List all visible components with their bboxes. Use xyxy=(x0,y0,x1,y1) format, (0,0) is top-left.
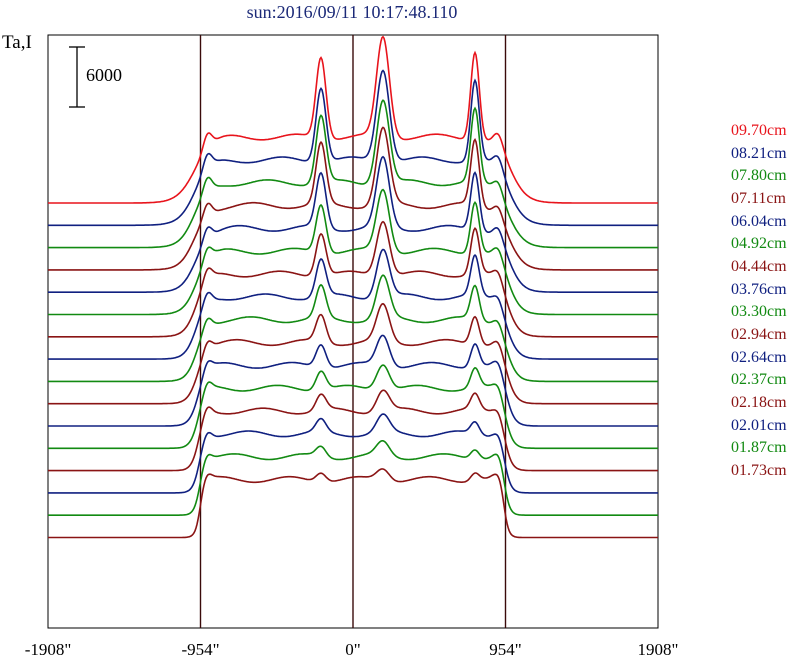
legend-item-14: 01.87cm xyxy=(731,439,787,457)
scale-bar-label: 6000 xyxy=(86,65,122,85)
series-line-04.92cm xyxy=(48,188,658,316)
legend-item-6: 04.44cm xyxy=(731,258,787,276)
x-tick-label-3: 954" xyxy=(489,640,521,659)
series-line-02.18cm xyxy=(48,389,658,472)
series-line-02.37cm xyxy=(48,364,658,450)
vertical-markers xyxy=(199,35,507,628)
series-line-09.70cm xyxy=(48,35,658,204)
legend-item-0: 09.70cm xyxy=(731,122,787,139)
legend-item-10: 02.64cm xyxy=(731,348,787,366)
scale-bar xyxy=(69,46,85,108)
y-axis-label: Ta,I xyxy=(2,32,32,53)
series-line-03.76cm xyxy=(48,248,658,360)
series-line-02.01cm xyxy=(48,413,658,494)
x-tick-label-4: 1908" xyxy=(638,640,679,659)
series-line-07.80cm xyxy=(48,99,658,249)
series-line-02.64cm xyxy=(48,334,658,427)
legend-item-15: 01.73cm xyxy=(731,462,787,480)
series-line-08.21cm xyxy=(48,69,658,227)
spectrum-curves xyxy=(48,35,658,539)
legend: 09.70cm 08.21cm 07.80cm 07.11cm 06.04cm 04.92… xyxy=(731,120,787,483)
legend-item-12: 02.18cm xyxy=(731,394,787,412)
legend-item-9: 02.94cm xyxy=(731,326,787,344)
x-tick-label-2: 0" xyxy=(345,640,360,659)
legend-item-1: 08.21cm xyxy=(731,144,787,162)
x-tick-label-0: -1908" xyxy=(25,640,72,659)
x-tick-labels: -1908" -954" 0" 954" 1908" xyxy=(25,640,679,659)
legend-item-5: 04.92cm xyxy=(731,235,787,253)
series-line-07.11cm xyxy=(48,126,658,271)
legend-item-11: 02.37cm xyxy=(731,371,787,389)
series-line-02.94cm xyxy=(48,302,658,405)
legend-item-4: 06.04cm xyxy=(731,212,787,230)
legend-item-13: 02.01cm xyxy=(731,416,787,434)
series-line-06.04cm xyxy=(48,155,658,293)
x-tick-label-1: -954" xyxy=(181,640,219,659)
legend-item-2: 07.80cm xyxy=(731,167,787,185)
legend-item-8: 03.30cm xyxy=(731,303,787,321)
legend-item-7: 03.76cm xyxy=(731,280,787,298)
chart-title: sun:2016/09/11 10:17:48.110 xyxy=(246,2,458,22)
series-line-01.73cm xyxy=(48,468,658,539)
series-line-03.30cm xyxy=(48,274,658,383)
legend-item-3: 07.11cm xyxy=(731,190,786,208)
series-line-04.44cm xyxy=(48,220,658,338)
series-line-01.87cm xyxy=(48,440,658,516)
